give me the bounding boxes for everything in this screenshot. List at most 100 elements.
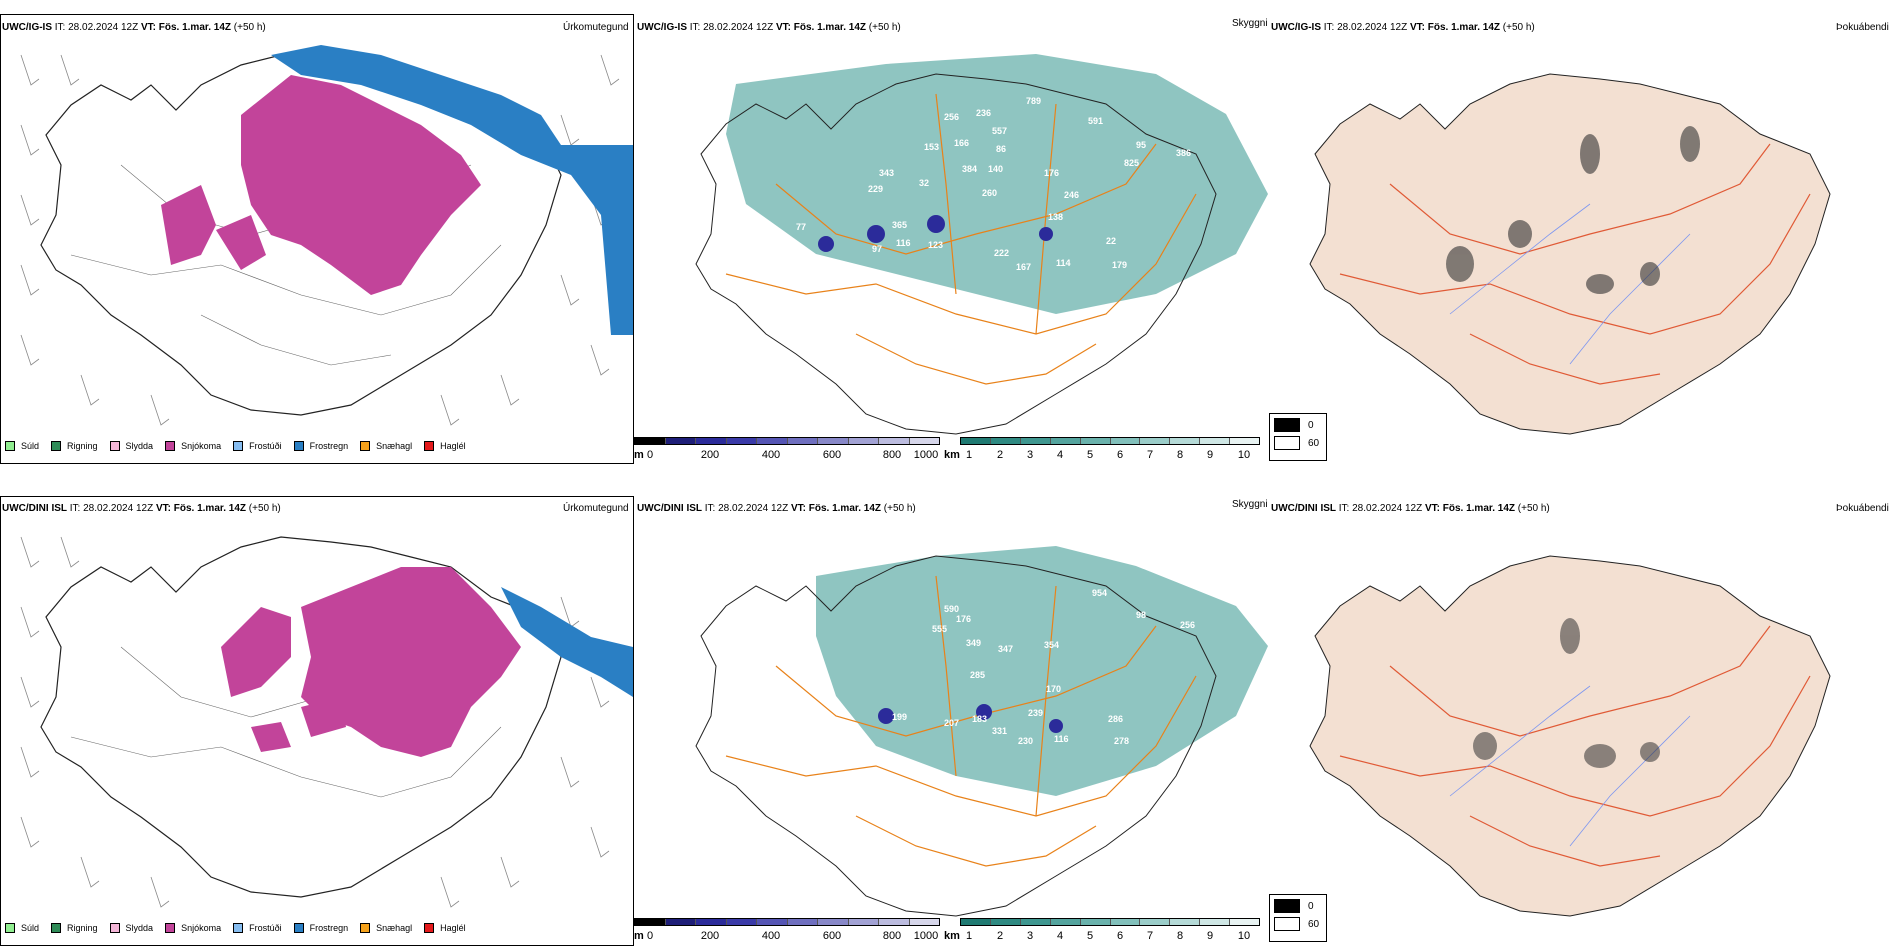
legend-swatch: [424, 441, 435, 451]
fog-legend-label: 60: [1308, 437, 1320, 449]
cloud-base-label: 183: [972, 714, 987, 724]
it-label: IT:: [69, 503, 81, 514]
cloud-base-label: 166: [954, 138, 969, 148]
colorbar-tick: 6: [1116, 449, 1124, 461]
legend-item: Rigning: [51, 923, 98, 933]
colorbar-tick: 5: [1086, 930, 1094, 942]
legend-swatch: [5, 923, 15, 933]
cloud-base-label: 86: [996, 144, 1006, 154]
cloud-base-label: 789: [1026, 96, 1041, 106]
fog-legend-row: 0: [1274, 899, 1322, 913]
visibility-colorbar: km 1 2 3 4 5 6 7 8 9 10: [944, 918, 1268, 948]
fog-legend-swatch: [1274, 418, 1300, 432]
panel-header: UWC/DINI ISL IT: 28.02.2024 12Z VT: Fös.…: [1271, 503, 1550, 514]
colorbar-tick: 8: [1176, 449, 1184, 461]
legend-item: Slydda: [109, 923, 153, 933]
legend-item: Frostregn: [293, 441, 348, 451]
legend-swatch: [360, 923, 371, 933]
legend-item: Frostregn: [293, 923, 348, 933]
valid-time: Fös. 1.mar. 14Z: [1442, 503, 1516, 514]
cloud-base-label: 153: [924, 142, 939, 152]
it-label: IT:: [689, 22, 701, 33]
colorbar-gradient: [960, 437, 1260, 445]
colorbar-tick: 4: [1056, 930, 1064, 942]
panel-header: UWC/DINI ISL IT: 28.02.2024 12Z VT: Fös.…: [637, 503, 916, 514]
cloud-base-label: 349: [966, 638, 981, 648]
cloud-base-label: 386: [1176, 148, 1191, 158]
vt-label: VT:: [1424, 503, 1440, 514]
precip-type-panel-top: Súld Rigning Slydda Snjókoma Frostúði Fr…: [0, 14, 634, 464]
it-label: IT:: [54, 22, 66, 33]
legend-swatch: [233, 441, 244, 451]
cloud-base-label: 591: [1088, 116, 1103, 126]
it-label: IT:: [1323, 22, 1335, 33]
cloud-base-label: 179: [1112, 260, 1127, 270]
cloud-base-label: 354: [1044, 640, 1059, 650]
cloud-base-label: 176: [1044, 168, 1059, 178]
legend-swatch: [5, 441, 15, 451]
panel-header: UWC/IG-IS IT: 28.02.2024 12Z VT: Fös. 1.…: [1271, 22, 1535, 33]
legend-label: Súld: [21, 441, 40, 451]
panel-title: Úrkomutegund: [563, 503, 629, 514]
cloud-base-label: 246: [1064, 190, 1079, 200]
colorbar-unit: m: [634, 449, 644, 461]
fog-map-bottom: [1309, 555, 1831, 917]
visibility-map-bottom: 590 176 555 349 347 354 954 98 256 285 1…: [695, 546, 1268, 917]
legend-label: Snæhagl: [376, 441, 413, 451]
cloud-base-label: 256: [944, 112, 959, 122]
legend-swatch: [233, 923, 244, 933]
cloud-base-label: 286: [1108, 714, 1123, 724]
colorbar-tick: 600: [822, 930, 842, 942]
iceland-outline: [695, 73, 1217, 435]
legend-swatch: [109, 441, 120, 451]
iceland-land: [1309, 555, 1831, 917]
legend-swatch: [424, 923, 435, 933]
init-time: 28.02.2024 12Z: [68, 22, 139, 33]
model-name: UWC/DINI ISL: [1271, 503, 1336, 514]
legend-label: Haglél: [440, 441, 466, 451]
fog-legend-swatch: [1274, 436, 1300, 450]
legend-item: Súld: [5, 923, 39, 933]
colorbar-tick: 4: [1056, 449, 1064, 461]
visibility-field: [816, 546, 1268, 796]
colorbar-tick: 3: [1026, 930, 1034, 942]
lead-time: (+50 h): [248, 503, 281, 514]
colorbar-gradient: [634, 918, 940, 926]
precip-type-panel-bottom: Súld Rigning Slydda Snjókoma Frostúði Fr…: [0, 496, 634, 946]
legend-label: Rigning: [67, 441, 98, 451]
legend-label: Slydda: [125, 441, 154, 451]
visibility-field: [726, 54, 1268, 314]
iceland-land: [1309, 73, 1831, 435]
colorbar-tick: 5: [1086, 449, 1094, 461]
cloud-base-labels: 256 236 557 789 591 153 166 86 343 32 38…: [796, 96, 1191, 272]
cloud-base-label: 347: [998, 644, 1013, 654]
colorbar-gradient: [634, 437, 940, 445]
roads: [725, 93, 1197, 385]
colorbar-tick: 10: [1237, 930, 1251, 942]
valid-time: Fös. 1.mar. 14Z: [1427, 22, 1501, 33]
roads: [725, 575, 1197, 867]
colorbar-tick: 2: [996, 930, 1004, 942]
fog-panel-top: [1270, 14, 1900, 464]
init-time: 28.02.2024 12Z: [1352, 503, 1423, 514]
fog-legend-swatch: [1274, 917, 1300, 931]
colorbar-tick: 0: [646, 449, 654, 461]
precip-type-map-bottom: [20, 536, 633, 908]
legend-label: Frostúði: [249, 441, 282, 451]
panel-header: UWC/DINI ISL IT: 28.02.2024 12Z VT: Fös.…: [2, 503, 281, 514]
cloud-base-label: 116: [1054, 734, 1069, 744]
cloud-base-label: 555: [932, 624, 947, 634]
snow-area: [221, 567, 521, 757]
roads: [1339, 143, 1811, 385]
lead-time: (+50 h): [233, 22, 266, 33]
fog-legend-label: 0: [1308, 900, 1314, 912]
init-time: 28.02.2024 12Z: [83, 503, 154, 514]
panel-title: Skyggni: [1232, 499, 1268, 510]
valid-time: Fös. 1.mar. 14Z: [158, 22, 232, 33]
cloud-base-label: 230: [1018, 736, 1033, 746]
fog-map-top: [1309, 73, 1831, 435]
colorbar-tick: 400: [761, 449, 781, 461]
cloud-base-label: 170: [1046, 684, 1061, 694]
colorbar-tick: 8: [1176, 930, 1184, 942]
cloud-base-label: 825: [1124, 158, 1139, 168]
